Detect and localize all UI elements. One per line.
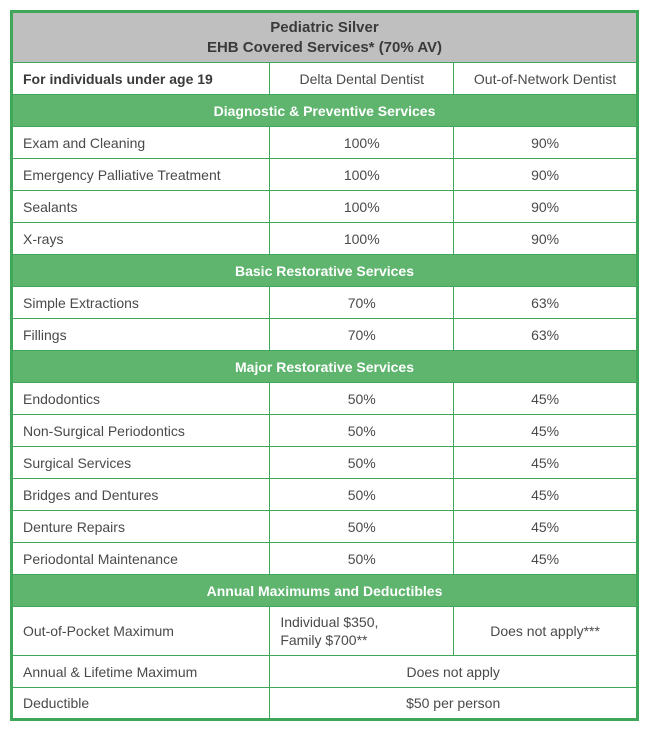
row-in-network: 50%	[270, 479, 454, 511]
subheading: For individuals under age 19	[12, 63, 270, 95]
row-in-network: 100%	[270, 159, 454, 191]
row-label: Non-Surgical Periodontics	[12, 415, 270, 447]
table-row: Non-Surgical Periodontics50%45%	[12, 415, 638, 447]
row-out-network: 45%	[454, 511, 638, 543]
row-out-network: 45%	[454, 479, 638, 511]
row-out-network: 90%	[454, 223, 638, 255]
section-title: Major Restorative Services	[12, 351, 638, 383]
row-label: Surgical Services	[12, 447, 270, 479]
row-annual-lifetime: Annual & Lifetime Maximum Does not apply	[12, 656, 638, 688]
row-in-network: 70%	[270, 287, 454, 319]
row-label: Out-of-Pocket Maximum	[12, 607, 270, 656]
row-out-network: 90%	[454, 159, 638, 191]
row-label: Endodontics	[12, 383, 270, 415]
table-row: Simple Extractions70%63%	[12, 287, 638, 319]
row-out-network: 45%	[454, 543, 638, 575]
table-row: Fillings70%63%	[12, 319, 638, 351]
row-out-network: 45%	[454, 383, 638, 415]
table-row: Periodontal Maintenance50%45%	[12, 543, 638, 575]
row-in-network: 100%	[270, 127, 454, 159]
table-row: Sealants100%90%	[12, 191, 638, 223]
plan-title-line1: Pediatric Silver	[270, 19, 378, 36]
row-label: Annual & Lifetime Maximum	[12, 656, 270, 688]
row-label: Simple Extractions	[12, 287, 270, 319]
row-in-network: 50%	[270, 543, 454, 575]
row-out-network: 45%	[454, 447, 638, 479]
section-header: Basic Restorative Services	[12, 255, 638, 287]
section-header: Diagnostic & Preventive Services	[12, 95, 638, 127]
section-title: Annual Maximums and Deductibles	[12, 575, 638, 607]
row-out-network: 90%	[454, 127, 638, 159]
table-row: Bridges and Dentures50%45%	[12, 479, 638, 511]
table-row: Endodontics50%45%	[12, 383, 638, 415]
table-row: X-rays100%90%	[12, 223, 638, 255]
row-out-network: 63%	[454, 287, 638, 319]
column-header-row: For individuals under age 19 Delta Denta…	[12, 63, 638, 95]
row-label: Emergency Palliative Treatment	[12, 159, 270, 191]
row-out-network: 63%	[454, 319, 638, 351]
plan-title-line2: EHB Covered Services* (70% AV)	[207, 39, 442, 56]
section-title: Basic Restorative Services	[12, 255, 638, 287]
row-label: X-rays	[12, 223, 270, 255]
table-row: Surgical Services50%45%	[12, 447, 638, 479]
section-header: Major Restorative Services	[12, 351, 638, 383]
row-in-network: 70%	[270, 319, 454, 351]
row-in-network: 50%	[270, 383, 454, 415]
benefits-table: Pediatric Silver EHB Covered Services* (…	[10, 10, 639, 721]
column-in-network: Delta Dental Dentist	[270, 63, 454, 95]
row-out-network: Does not apply***	[454, 607, 638, 656]
table-row: Exam and Cleaning100%90%	[12, 127, 638, 159]
row-label: Denture Repairs	[12, 511, 270, 543]
row-in-network: 50%	[270, 415, 454, 447]
row-label: Exam and Cleaning	[12, 127, 270, 159]
row-in-network: 100%	[270, 223, 454, 255]
row-in-network: 50%	[270, 511, 454, 543]
row-out-network: 45%	[454, 415, 638, 447]
row-label: Sealants	[12, 191, 270, 223]
title-row: Pediatric Silver EHB Covered Services* (…	[12, 12, 638, 63]
row-in-network: 50%	[270, 447, 454, 479]
row-label: Periodontal Maintenance	[12, 543, 270, 575]
row-out-network: 90%	[454, 191, 638, 223]
row-label: Fillings	[12, 319, 270, 351]
row-label: Deductible	[12, 688, 270, 720]
section-title: Diagnostic & Preventive Services	[12, 95, 638, 127]
table-row: Emergency Palliative Treatment100%90%	[12, 159, 638, 191]
row-oop-max: Out-of-Pocket Maximum Individual $350, F…	[12, 607, 638, 656]
table-row: Denture Repairs50%45%	[12, 511, 638, 543]
section-footer: Annual Maximums and Deductibles	[12, 575, 638, 607]
row-value: $50 per person	[270, 688, 638, 720]
row-in-network: Individual $350, Family $700**	[270, 607, 454, 656]
row-label: Bridges and Dentures	[12, 479, 270, 511]
row-deductible: Deductible $50 per person	[12, 688, 638, 720]
column-out-network: Out-of-Network Dentist	[454, 63, 638, 95]
row-in-network: 100%	[270, 191, 454, 223]
row-value: Does not apply	[270, 656, 638, 688]
